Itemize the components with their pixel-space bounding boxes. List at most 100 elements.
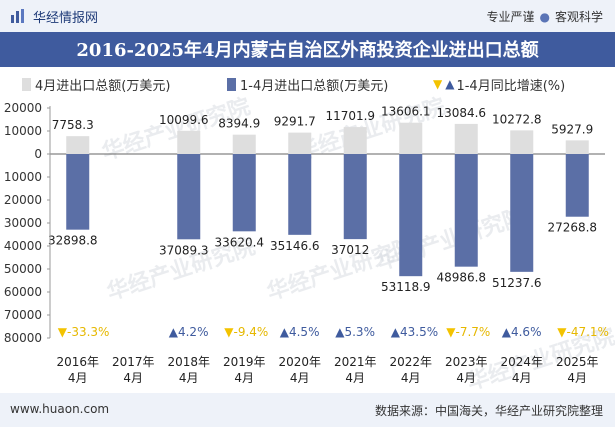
growth-label-up: ▲4.2%: [169, 325, 209, 339]
bar-april: [343, 127, 367, 154]
triangle-down-icon: ▼: [446, 325, 456, 339]
data-label-april: 13084.6: [436, 106, 486, 120]
triangle-down-icon: ▼: [557, 325, 567, 339]
bar-cumulative: [177, 154, 201, 240]
tagline-right: 客观科学: [554, 10, 603, 24]
bar-april: [510, 130, 534, 154]
bar-april: [177, 130, 201, 154]
x-tick-label: 4月: [567, 371, 587, 385]
bar-cumulative: [399, 154, 423, 277]
growth-value: 4.5%: [289, 325, 320, 339]
top-header-bar: 华经情报网 专业严谨 ● 客观科学: [0, 0, 615, 32]
growth-value: 4.2%: [178, 325, 209, 339]
data-label-cumulative: 27268.8: [547, 221, 597, 235]
data-label-april: 7758.3: [52, 118, 94, 132]
growth-label-down: ▼-7.7%: [446, 325, 490, 339]
x-tick-label: 2024年: [500, 355, 543, 369]
y-tick-label: 70000: [4, 308, 42, 322]
legend-item-april: 4月进出口总额(万美元): [22, 74, 170, 94]
bar-cumulative: [454, 154, 478, 267]
data-label-april: 11701.9: [325, 109, 375, 123]
growth-label-down: ▼-33.3%: [58, 325, 110, 339]
legend-label-cumulative: 1-4月进出口总额(万美元): [240, 78, 389, 94]
growth-value: -47.1%: [566, 325, 608, 339]
growth-label-up: ▲4.5%: [280, 325, 320, 339]
x-tick-label: 2017年: [112, 355, 155, 369]
legend-triangle-down-icon: ▼: [433, 77, 443, 91]
bar-april: [66, 136, 90, 154]
legend-triangle-up-icon: ▲: [445, 77, 455, 91]
x-tick-label: 2022年: [389, 355, 432, 369]
y-tick-label: 10000: [4, 170, 42, 184]
growth-value: 43.5%: [400, 325, 438, 339]
tagline-left: 专业严谨: [486, 10, 535, 24]
growth-value: -9.4%: [233, 325, 268, 339]
data-label-april: 10099.6: [159, 113, 209, 127]
x-tick-label: 4月: [512, 371, 532, 385]
footer-source: 数据来源：中国海关，华经产业研究院整理: [374, 404, 603, 418]
legend-label-april: 4月进出口总额(万美元): [35, 78, 171, 94]
bar-cumulative: [66, 154, 90, 230]
growth-label-down: ▼-9.4%: [224, 325, 268, 339]
y-tick-label: 20000: [4, 193, 42, 207]
footer-url[interactable]: www.huaon.com: [10, 402, 110, 416]
data-label-cumulative: 37012: [331, 243, 369, 257]
x-tick-label: 4月: [401, 371, 421, 385]
y-tick-label: 50000: [4, 262, 42, 276]
legend-item-cumulative: 1-4月进出口总额(万美元): [227, 74, 388, 94]
y-tick-label: 10000: [4, 124, 42, 138]
data-label-cumulative: 32898.8: [48, 234, 98, 248]
bar-april: [454, 123, 478, 154]
growth-value: -33.3%: [67, 325, 109, 339]
bar-cumulative: [510, 154, 534, 272]
triangle-down-icon: ▼: [58, 325, 68, 339]
data-label-cumulative: 53118.9: [381, 280, 431, 294]
x-tick-label: 4月: [123, 371, 143, 385]
x-tick-label: 2019年: [223, 355, 266, 369]
site-name[interactable]: 华经情报网: [33, 11, 99, 26]
x-tick-label: 2020年: [278, 355, 321, 369]
x-tick-label: 4月: [290, 371, 310, 385]
triangle-up-icon: ▲: [391, 325, 401, 339]
bar-april: [399, 122, 423, 154]
x-tick-label: 4月: [345, 371, 365, 385]
legend-item-growth: ▼ ▲ 1-4月同比增速(%): [433, 74, 565, 94]
data-label-cumulative: 48986.8: [436, 271, 486, 285]
chart-title: 2016-2025年4月内蒙古自治区外商投资企业进出口总额: [76, 40, 539, 61]
x-tick-label: 2023年: [445, 355, 488, 369]
tagline: 专业严谨 ● 客观科学: [486, 8, 603, 25]
y-tick-label: 40000: [4, 239, 42, 253]
y-tick-label: 60000: [4, 285, 42, 299]
y-tick-label: 30000: [4, 216, 42, 230]
bar-cumulative: [343, 154, 367, 240]
data-label-april: 5927.9: [551, 122, 593, 136]
data-label-cumulative: 37089.3: [159, 243, 209, 257]
title-bar: [0, 32, 615, 67]
x-tick-label: 2025年: [556, 355, 599, 369]
data-label-april: 9291.7: [274, 115, 316, 129]
x-tick-label: 4月: [179, 371, 199, 385]
triangle-up-icon: ▲: [280, 325, 290, 339]
x-tick-label: 2018年: [167, 355, 210, 369]
bar-cumulative: [565, 154, 589, 217]
bar-april: [565, 140, 589, 154]
triangle-up-icon: ▲: [335, 325, 345, 339]
triangle-up-icon: ▲: [169, 325, 179, 339]
data-label-april: 13606.1: [381, 105, 431, 119]
data-label-april: 8394.9: [218, 117, 260, 131]
growth-value: 4.6%: [511, 325, 542, 339]
y-tick-label: 80000: [4, 331, 42, 345]
triangle-up-icon: ▲: [502, 325, 512, 339]
footer-bar: [0, 393, 615, 427]
legend-label-growth: 1-4月同比增速(%): [456, 78, 566, 94]
data-label-april: 10272.8: [492, 112, 542, 126]
growth-label-down: ▼-47.1%: [557, 325, 609, 339]
logo-icon: [11, 9, 24, 23]
growth-value: 5.3%: [344, 325, 375, 339]
data-label-cumulative: 33620.4: [214, 235, 264, 249]
y-tick-label: 20000: [4, 101, 42, 115]
triangle-down-icon: ▼: [224, 325, 234, 339]
growth-value: -7.7%: [455, 325, 490, 339]
legend-swatch-april: [22, 77, 31, 91]
y-tick-label: 0: [34, 147, 42, 161]
